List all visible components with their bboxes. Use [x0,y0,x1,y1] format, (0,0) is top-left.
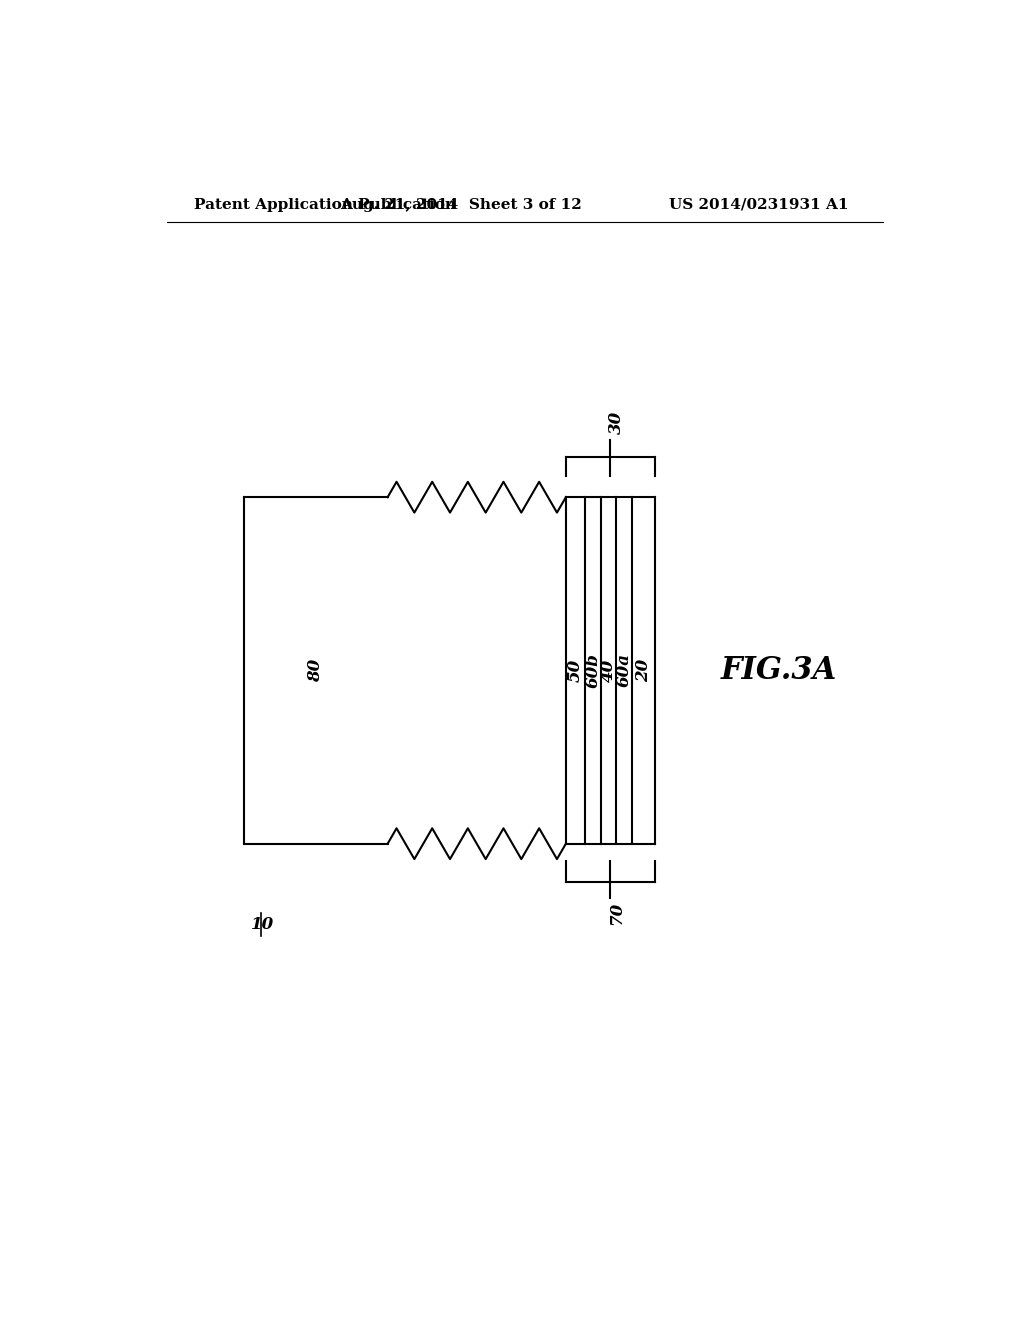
Text: 60b: 60b [585,653,601,688]
Text: 70: 70 [608,902,625,925]
Text: 60a: 60a [615,653,633,688]
Text: 10: 10 [251,916,273,933]
Text: Patent Application Publication: Patent Application Publication [194,198,456,211]
Text: 50: 50 [567,659,584,682]
Text: 40: 40 [600,659,617,682]
Text: FIG.3A: FIG.3A [721,655,838,686]
Text: Aug. 21, 2014  Sheet 3 of 12: Aug. 21, 2014 Sheet 3 of 12 [340,198,582,211]
Text: 20: 20 [635,659,652,682]
Text: US 2014/0231931 A1: US 2014/0231931 A1 [670,198,849,211]
Text: 30: 30 [608,411,625,434]
Text: 80: 80 [307,659,325,682]
